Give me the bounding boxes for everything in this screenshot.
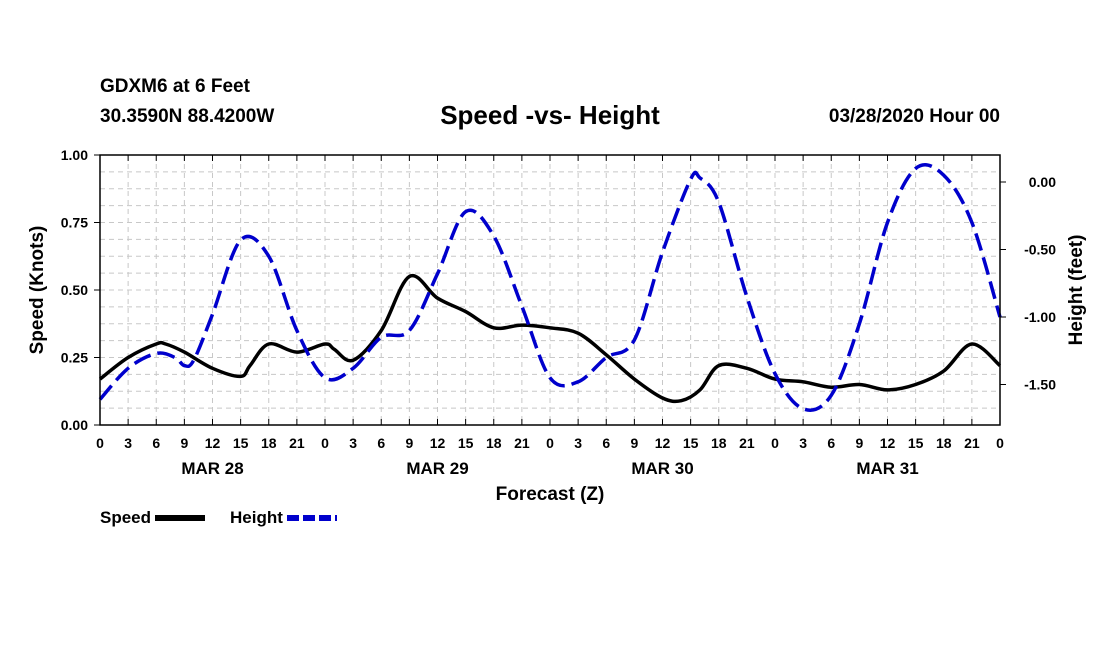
y-tick-label: 0.00 — [61, 417, 88, 433]
y-axis-label: Speed (Knots) — [27, 226, 48, 355]
x-tick-label: 0 — [321, 435, 329, 451]
x-tick-label: 0 — [96, 435, 104, 451]
x-tick-label: 15 — [458, 435, 474, 451]
plot-frame — [99, 154, 1001, 426]
x-tick-label: 12 — [880, 435, 896, 451]
y2-tick-label: -1.50 — [1024, 377, 1056, 393]
x-tick-label: 6 — [827, 435, 835, 451]
x-tick-label: 9 — [405, 435, 413, 451]
x-tick-label: 6 — [377, 435, 385, 451]
station-label: GDXM6 at 6 Feet — [100, 76, 250, 97]
x-tick-label: 15 — [233, 435, 249, 451]
y-tick-label: 0.50 — [61, 282, 88, 298]
coordinates-label: 30.3590N 88.4200W — [100, 106, 275, 127]
x-tick-label: 12 — [205, 435, 221, 451]
forecast-datetime: 03/28/2020 Hour 00 — [828, 106, 1000, 127]
x-tick-label: 12 — [655, 435, 671, 451]
x-tick-label: 21 — [964, 435, 980, 451]
x-tick-label: 9 — [855, 435, 863, 451]
y-tick-label: 0.25 — [61, 350, 88, 366]
y2-tick-label: -0.50 — [1024, 242, 1056, 258]
x-tick-label: 6 — [602, 435, 610, 451]
x-tick-label: 6 — [152, 435, 160, 451]
x-tick-label: 3 — [124, 435, 132, 451]
y2-axis-label: Height (feet) — [1066, 235, 1087, 346]
date-label: MAR 30 — [631, 459, 693, 478]
legend-height: Height — [230, 508, 339, 528]
legend-speed-swatch — [155, 515, 206, 521]
series-line-height — [98, 163, 1002, 412]
x-tick-label: 0 — [546, 435, 554, 451]
ticks: 0 3 6 9 12 15 18 21 0 3 6 9 12 15 18 21 0 3 6 9 12 15 18 21 0 3 6 9… — [61, 147, 1056, 478]
legend-speed-label: Speed — [100, 508, 152, 527]
x-tick-label: 3 — [799, 435, 807, 451]
y-tick-label: 0.75 — [61, 215, 88, 231]
y2-tick-label: -1.00 — [1024, 309, 1056, 325]
x-tick-label: 18 — [261, 435, 277, 451]
legend-height-label: Height — [230, 508, 283, 527]
y-tick-label: 1.00 — [61, 147, 88, 163]
x-tick-label: 21 — [739, 435, 755, 451]
series-lines — [98, 163, 1002, 412]
x-tick-label: 21 — [514, 435, 530, 451]
x-axis-label: Forecast (Z) — [496, 484, 605, 505]
legend-speed: Speed — [100, 508, 207, 528]
legend-height-swatch — [286, 515, 337, 521]
date-label: MAR 31 — [856, 459, 918, 478]
date-label: MAR 28 — [181, 459, 243, 478]
x-tick-label: 0 — [771, 435, 779, 451]
grid — [100, 155, 1000, 425]
y2-tick-label: 0.00 — [1029, 174, 1056, 190]
x-tick-label: 0 — [996, 435, 1004, 451]
x-tick-label: 3 — [574, 435, 582, 451]
x-tick-label: 21 — [289, 435, 305, 451]
chart-title: Speed -vs- Height — [440, 100, 660, 130]
x-tick-label: 12 — [430, 435, 446, 451]
x-tick-label: 15 — [683, 435, 699, 451]
x-tick-label: 9 — [180, 435, 188, 451]
x-tick-label: 18 — [936, 435, 952, 451]
x-tick-label: 9 — [630, 435, 638, 451]
x-tick-label: 3 — [349, 435, 357, 451]
x-tick-label: 18 — [711, 435, 727, 451]
x-tick-label: 18 — [486, 435, 502, 451]
date-label: MAR 29 — [406, 459, 468, 478]
series-line-speed — [98, 273, 1002, 404]
x-tick-label: 15 — [908, 435, 924, 451]
